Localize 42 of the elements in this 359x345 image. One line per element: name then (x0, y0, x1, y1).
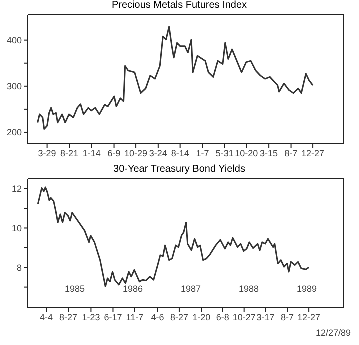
y-tick-label: 400 (6, 36, 22, 46)
annotation: 1985 (64, 284, 86, 294)
y-tick-label: 200 (6, 128, 22, 138)
x-tick-label: 8-27 (170, 312, 188, 322)
x-tick-label: 1-20 (192, 312, 211, 322)
line-series (37, 26, 314, 130)
x-tick-label: 10-27 (232, 312, 256, 322)
annotation: 1987 (180, 284, 202, 294)
x-tick-label: 6-17 (104, 312, 122, 322)
x-tick-label: 8-7 (284, 148, 298, 158)
annotation: 1989 (296, 284, 318, 294)
chart-title: Precious Metals Futures Index (110, 0, 248, 12)
x-tick-label: 3-29 (38, 148, 56, 158)
annotation: 1988 (238, 284, 260, 294)
x-tick-label: 3-17 (256, 312, 275, 322)
x-tick-label: 8-27 (60, 312, 78, 322)
x-tick-label: 11-7 (126, 312, 144, 322)
x-tick-label: 4-4 (40, 312, 54, 322)
annotation: 1986 (122, 284, 144, 294)
x-tick-label: 1-14 (82, 148, 101, 158)
x-tick-label: 8-21 (60, 148, 79, 158)
y-tick-label: 12 (12, 184, 22, 194)
x-tick-label: 12-27 (298, 312, 321, 322)
y-tick-label: 8 (16, 262, 22, 273)
y-tick-label: 300 (6, 82, 22, 92)
x-tick-label: 4-6 (151, 312, 164, 322)
x-tick-label: 1-7 (196, 148, 210, 158)
text: 12/27/89 (314, 328, 352, 338)
x-tick-label: 3-24 (149, 148, 168, 158)
chart-title: 30-Year Treasury Bond Yields (112, 164, 246, 176)
x-tick-label: 3-15 (260, 148, 278, 158)
x-tick-label: 10-20 (235, 148, 258, 158)
x-tick-label: 8-14 (171, 148, 190, 158)
x-tick-label: 12-27 (302, 148, 325, 158)
x-tick-label: 6-9 (108, 148, 121, 158)
x-tick-label: 5-31 (216, 148, 234, 158)
line-series (37, 186, 310, 288)
x-tick-label: 10-29 (124, 148, 148, 158)
x-tick-label: 1-23 (82, 312, 100, 322)
x-tick-label: 8-7 (280, 312, 294, 322)
y-tick-label: 10 (12, 223, 22, 234)
x-tick-label: 6-8 (216, 312, 230, 322)
